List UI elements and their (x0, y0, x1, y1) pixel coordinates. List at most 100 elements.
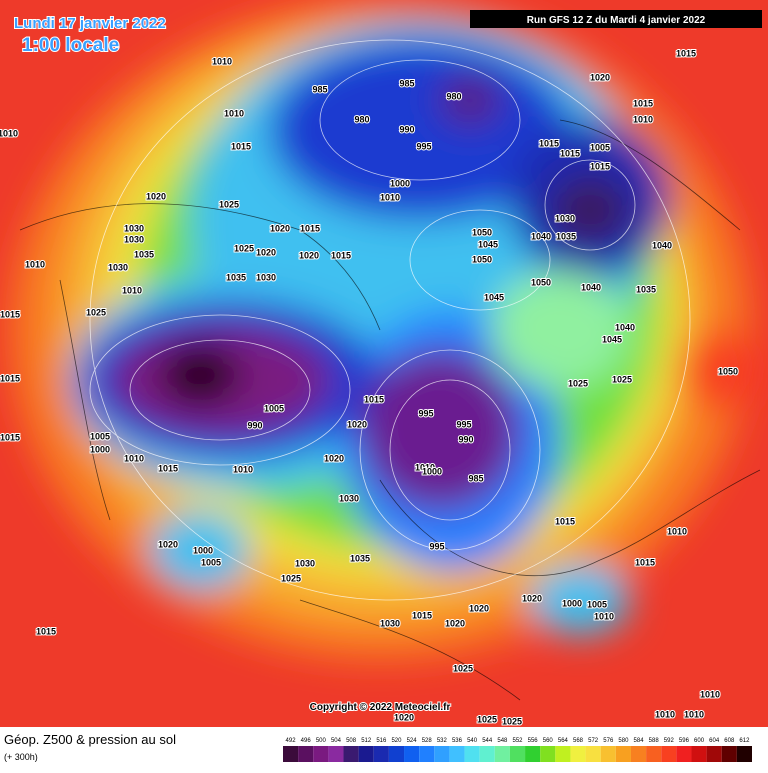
isobar-label: 1010 (667, 526, 687, 536)
isobar-label: 1020 (522, 593, 542, 603)
legend-label: 564 (558, 738, 569, 744)
isobar-label: 1015 (635, 557, 655, 567)
legend-swatch (404, 746, 420, 762)
isobar-label: 1030 (124, 234, 144, 244)
isobar-label: 1050 (472, 254, 492, 264)
legend-label: 608 (724, 738, 735, 744)
isobar-label: 1015 (331, 250, 351, 260)
isobar-label: 1020 (270, 223, 290, 233)
legend-label: 596 (679, 738, 690, 744)
isobar-label: 995 (456, 419, 471, 429)
isobar-label: 1015 (364, 394, 384, 404)
isobar-label: 1020 (146, 191, 166, 201)
isobar-label: 1000 (390, 178, 410, 188)
isobar-label: 1015 (676, 48, 696, 58)
isobar-label: 1010 (594, 611, 614, 621)
isobar-label: 1010 (233, 464, 253, 474)
isobar-label: 990 (399, 124, 414, 134)
isobar-label: 1020 (469, 603, 489, 613)
legend-swatch (646, 746, 662, 762)
legend-swatch (434, 746, 450, 762)
isobar-label: 1015 (560, 148, 580, 158)
legend-label: 612 (739, 738, 750, 744)
legend-swatch (283, 746, 299, 762)
legend-swatch (615, 746, 631, 762)
legend-label: 556 (528, 738, 539, 744)
legend-swatch (343, 746, 359, 762)
isobar-label: 1030 (295, 558, 315, 568)
isobar-label: 1020 (590, 72, 610, 82)
isobar-label: 1040 (652, 240, 672, 250)
legend-swatch (540, 746, 556, 762)
isobar-label: 1000 (562, 598, 582, 608)
isobar-label: 1020 (158, 539, 178, 549)
legend-label: 500 (316, 738, 327, 744)
isobar-label: 1010 (25, 259, 45, 269)
legend-label: 600 (694, 738, 705, 744)
legend-subtitle: (+ 300h) (4, 752, 38, 762)
legend-label: 560 (543, 738, 554, 744)
isobar-label: 1030 (380, 618, 400, 628)
isobar-label: 995 (416, 141, 431, 151)
legend-swatch (736, 746, 752, 762)
isobar-label: 1010 (655, 709, 675, 719)
isobar-label: 1015 (555, 516, 575, 526)
isobar-label: 1005 (587, 599, 607, 609)
isobar-label: 1010 (684, 709, 704, 719)
isobar-label: 1015 (590, 161, 610, 171)
isobar-label: 1005 (590, 142, 610, 152)
field (0, 0, 768, 727)
legend-swatch (358, 746, 374, 762)
legend-swatch (721, 746, 737, 762)
isobar-label: 1000 (422, 466, 442, 476)
legend-swatch (706, 746, 722, 762)
isobar-label: 985 (468, 473, 483, 483)
legend-label: 492 (286, 738, 297, 744)
isobar-label: 990 (458, 434, 473, 444)
isobar-label: 1020 (324, 453, 344, 463)
legend-label: 532 (437, 738, 448, 744)
isobar-label: 1010 (633, 114, 653, 124)
legend-label: 516 (376, 738, 387, 744)
legend-label: 548 (497, 738, 508, 744)
legend-swatch (328, 746, 344, 762)
isobar-label: 1020 (347, 419, 367, 429)
run-box (470, 10, 762, 28)
legend-swatch (388, 746, 405, 762)
legend-label: 504 (331, 738, 342, 744)
legend-label: 604 (709, 738, 720, 744)
isobar-label: 980 (354, 114, 369, 124)
legend-label: 508 (346, 738, 357, 744)
isobar-label: 1010 (122, 285, 142, 295)
isobar-label: 1020 (256, 247, 276, 257)
isobar-label: 1025 (86, 307, 106, 317)
legend-label: 568 (573, 738, 584, 744)
isobar-label: 1030 (555, 213, 575, 223)
isobar-label: 1030 (256, 272, 276, 282)
isobar-label: 1015 (633, 98, 653, 108)
isobar-label: 1025 (612, 374, 632, 384)
isobar-label: 1010 (0, 128, 18, 138)
isobar-label: 995 (418, 408, 433, 418)
isobar-label: 1045 (478, 239, 498, 249)
legend-label: 536 (452, 738, 463, 744)
legend-swatch (479, 746, 495, 762)
legend-swatch (373, 746, 389, 762)
legend-swatch (298, 746, 314, 762)
isobar-label: 1010 (380, 192, 400, 202)
isobar-label: 1010 (415, 462, 435, 472)
legend-label: 512 (361, 738, 372, 744)
legend-swatch (464, 746, 480, 762)
isobar-label: 1040 (531, 231, 551, 241)
isobar-label: 1015 (539, 138, 559, 148)
legend-swatch (676, 746, 692, 762)
legend-swatch (630, 746, 647, 762)
legend-swatch (449, 746, 465, 762)
isobar-label: 1000 (193, 545, 213, 555)
isobar-label: 1045 (602, 334, 622, 344)
isobar-label: 1050 (531, 277, 551, 287)
isobar-label: 1015 (36, 626, 56, 636)
isobar-label: 1025 (281, 573, 301, 583)
isobar-label: 1015 (0, 309, 20, 319)
